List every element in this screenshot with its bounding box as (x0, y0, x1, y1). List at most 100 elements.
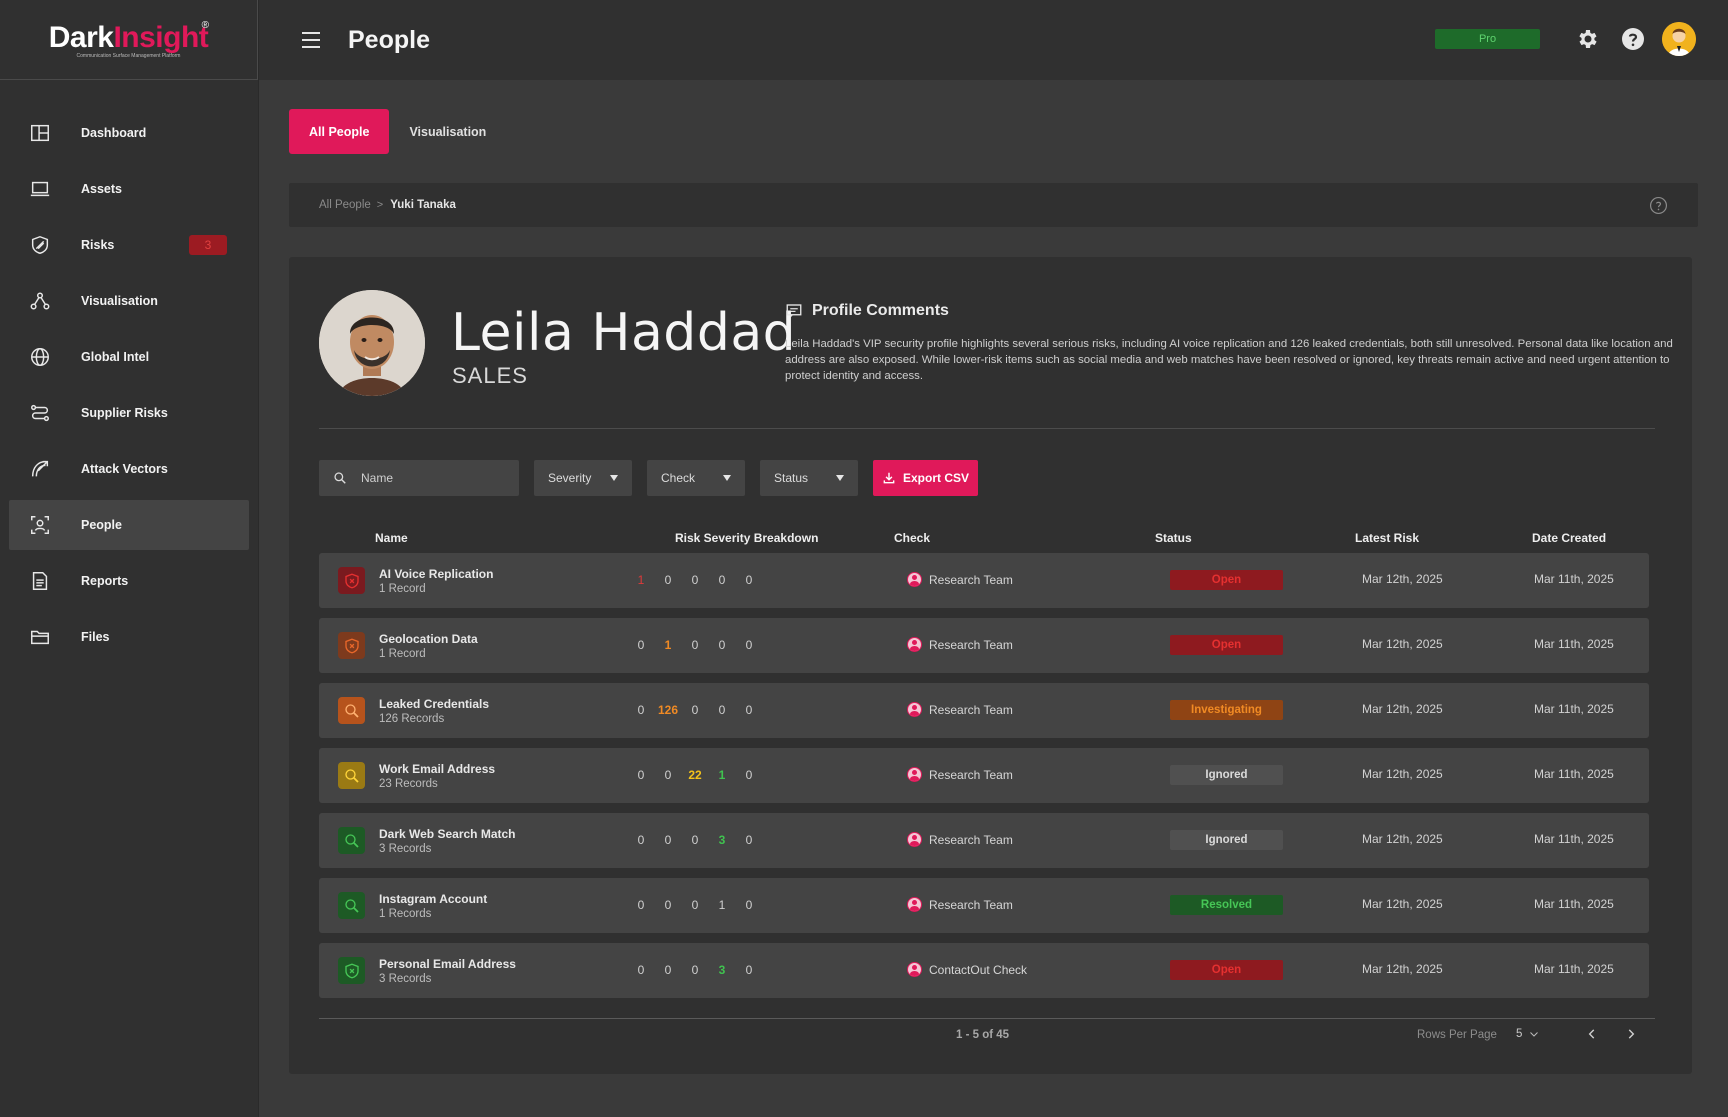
table-row[interactable]: Personal Email Address 3 Records 0 0 0 3 0 Cont… (319, 943, 1649, 998)
hamburger-menu-icon[interactable] (302, 32, 320, 48)
person-card: Leila Haddad SALES Profile Comments Leil… (289, 257, 1692, 1074)
breadcrumb-separator: > (376, 199, 384, 211)
rows-per-page-select[interactable]: 5 (1516, 1028, 1540, 1040)
plan-badge: Pro (1435, 29, 1540, 49)
row-title[interactable]: Dark Web Search Match (379, 827, 516, 841)
shield-icon (29, 234, 51, 256)
col-breakdown: Risk Severity Breakdown (675, 531, 819, 545)
table-row[interactable]: Geolocation Data 1 Record 0 1 0 0 0 Research Te… (319, 618, 1649, 673)
team-avatar-icon (907, 637, 922, 652)
severity-count: 0 (718, 573, 726, 587)
severity-count: 0 (745, 768, 753, 782)
profile-photo (319, 290, 425, 396)
sidebar-item-risks[interactable]: Risks 3 (9, 220, 249, 270)
export-csv-button[interactable]: Export CSV (873, 460, 978, 496)
tab-all-people[interactable]: All People (289, 109, 390, 154)
severity-count: 0 (691, 573, 699, 587)
table-row[interactable]: Leaked Credentials 126 Records 0 126 0 0 0 Rese… (319, 683, 1649, 738)
severity-count: 0 (745, 573, 753, 587)
row-title[interactable]: Instagram Account (379, 892, 488, 906)
row-title[interactable]: Personal Email Address (379, 957, 516, 971)
sidebar-item-reports[interactable]: Reports (9, 556, 249, 606)
status-select[interactable]: Status (760, 460, 858, 496)
rows-per-page-value: 5 (1516, 1028, 1523, 1040)
laptop-icon (29, 178, 51, 200)
status-badge: Open (1170, 570, 1283, 590)
sidebar-item-label: Reports (81, 574, 129, 588)
row-title[interactable]: Geolocation Data (379, 632, 478, 646)
user-avatar[interactable] (1662, 22, 1696, 56)
severity-count: 0 (691, 898, 699, 912)
attack-vector-icon (29, 458, 51, 480)
sidebar-item-files[interactable]: Files (9, 612, 249, 662)
col-check[interactable]: Check (894, 531, 931, 545)
row-title[interactable]: Leaked Credentials (379, 697, 490, 711)
col-name[interactable]: Name (375, 531, 408, 545)
team-avatar-icon (907, 767, 922, 782)
tab-visualisation[interactable]: Visualisation (409, 124, 487, 139)
help-circle-icon[interactable] (1649, 196, 1668, 215)
logo-dark-text: Dark (48, 20, 114, 54)
severity-count: 22 (688, 768, 702, 782)
sidebar-nav: Dashboard Assets Risks 3 Visualisation G… (0, 108, 258, 662)
check-select[interactable]: Check (647, 460, 745, 496)
check-source: Research Team (907, 897, 1013, 912)
search-box (319, 460, 519, 496)
sidebar-item-label: Attack Vectors (81, 462, 168, 476)
logo[interactable]: DarkInsight ® Communication Surface Mana… (0, 0, 258, 80)
col-latest-risk[interactable]: Latest Risk (1355, 531, 1420, 545)
date-created: Mar 11th, 2025 (1534, 702, 1614, 716)
sidebar-item-label: Risks (81, 238, 115, 252)
sidebar-item-global-intel[interactable]: Global Intel (9, 332, 249, 382)
profile-comments-title: Profile Comments (812, 302, 949, 319)
severity-count: 0 (718, 703, 726, 717)
row-record-count: 1 Record (379, 583, 426, 595)
row-title[interactable]: AI Voice Replication (379, 567, 494, 581)
date-created: Mar 11th, 2025 (1534, 897, 1614, 911)
gear-icon[interactable] (1575, 27, 1599, 51)
table-row[interactable]: Instagram Account 1 Records 0 0 0 1 0 Research … (319, 878, 1649, 933)
severity-select[interactable]: Severity (534, 460, 632, 496)
status-badge: Resolved (1170, 895, 1283, 915)
search-icon (338, 827, 365, 854)
breadcrumb-current: Yuki Tanaka (390, 199, 456, 211)
chevron-right-icon[interactable] (1624, 1027, 1638, 1041)
profile-comments-header: Profile Comments (785, 302, 949, 320)
sidebar-item-label: Visualisation (81, 294, 158, 308)
severity-count: 1 (718, 768, 726, 782)
table-row[interactable]: Dark Web Search Match 3 Records 0 0 0 3 0 Resea… (319, 813, 1649, 868)
sidebar-item-visualisation[interactable]: Visualisation (9, 276, 249, 326)
sidebar-item-attack-vectors[interactable]: Attack Vectors (9, 444, 249, 494)
team-avatar-icon (907, 702, 922, 717)
sidebar-item-people[interactable]: People (9, 500, 249, 550)
col-status[interactable]: Status (1155, 531, 1192, 545)
severity-count: 0 (691, 963, 699, 977)
report-icon (29, 570, 51, 592)
filter-bar: Severity Check Status Export CSV (319, 460, 978, 496)
row-title[interactable]: Work Email Address (379, 762, 496, 776)
check-source: Research Team (907, 767, 1013, 782)
table-row[interactable]: Work Email Address 23 Records 0 0 22 1 0 Resear… (319, 748, 1649, 803)
severity-count: 0 (664, 833, 672, 847)
severity-count: 0 (664, 898, 672, 912)
top-bar: People Pro (259, 0, 1728, 80)
latest-risk-date: Mar 12th, 2025 (1362, 962, 1443, 976)
table-row[interactable]: AI Voice Replication 1 Record 1 0 0 0 0 Researc… (319, 553, 1649, 608)
sidebar-item-supplier-risks[interactable]: Supplier Risks (9, 388, 249, 438)
help-icon[interactable] (1621, 27, 1645, 51)
sidebar-item-dashboard[interactable]: Dashboard (9, 108, 249, 158)
team-avatar-icon (907, 832, 922, 847)
export-csv-label: Export CSV (902, 471, 969, 485)
status-badge: Ignored (1170, 830, 1283, 850)
shield-x-icon (338, 957, 365, 984)
breadcrumb-all-people[interactable]: All People (319, 199, 371, 211)
sidebar-item-assets[interactable]: Assets (9, 164, 249, 214)
date-created: Mar 11th, 2025 (1534, 637, 1614, 651)
tabs: All People Visualisation (289, 109, 506, 154)
chevron-left-icon[interactable] (1585, 1027, 1599, 1041)
divider (319, 428, 1655, 429)
sidebar-item-label: Files (81, 630, 110, 644)
search-input[interactable] (361, 471, 501, 485)
dashboard-icon (29, 122, 51, 144)
col-date-created[interactable]: Date Created (1532, 531, 1607, 545)
